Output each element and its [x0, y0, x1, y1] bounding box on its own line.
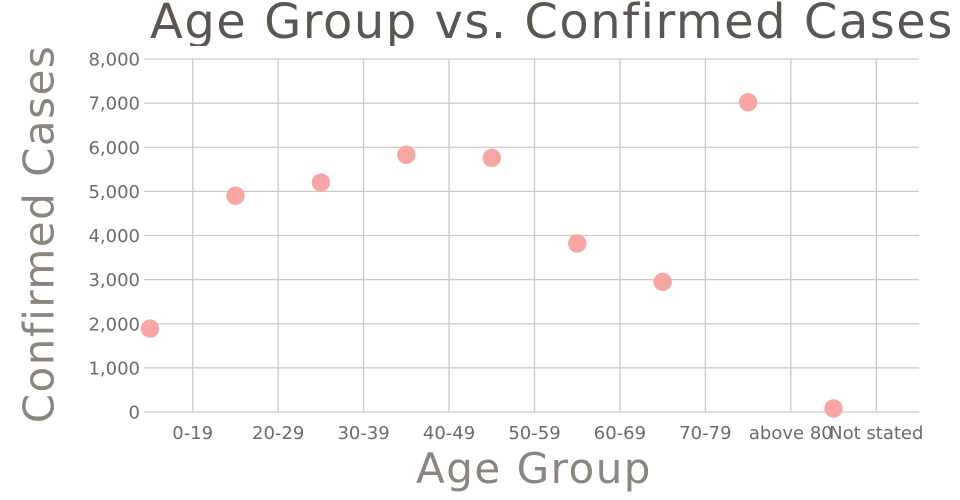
y-tick-label: 8,000: [88, 50, 140, 71]
data-point[interactable]: [738, 93, 758, 112]
data-point[interactable]: [824, 399, 843, 418]
y-tick-label: 3,000: [88, 270, 140, 291]
y-tick-label: 6,000: [88, 138, 140, 159]
x-tick-label: 30-39: [337, 423, 389, 444]
data-point[interactable]: [482, 148, 501, 168]
x-tick-label: above 80: [749, 423, 833, 444]
data-point[interactable]: [140, 319, 160, 338]
x-tick-label: 40-49: [423, 423, 475, 444]
y-tick-label: 1,000: [88, 358, 140, 379]
data-point[interactable]: [226, 186, 245, 205]
x-tick-label: 20-29: [252, 423, 304, 444]
y-tick-label: 5,000: [88, 182, 140, 203]
x-axis-title: Age Group: [416, 444, 652, 493]
y-tick-label: 7,000: [88, 94, 140, 115]
y-tick-label: 2,000: [88, 314, 140, 335]
data-point[interactable]: [653, 272, 672, 292]
data-point[interactable]: [568, 234, 587, 253]
y-tick-label: 4,000: [88, 226, 140, 247]
x-tick-label: 0-19: [172, 423, 213, 444]
x-tick-label: 70-79: [679, 423, 731, 444]
chart-title: Age Group vs. Confirmed Cases: [150, 0, 954, 46]
x-tick-label: 60-69: [594, 423, 646, 444]
x-tick-label: 50-59: [508, 423, 560, 444]
data-point[interactable]: [397, 145, 416, 164]
x-tick-label: Not stated: [829, 423, 923, 444]
data-point[interactable]: [311, 173, 331, 192]
y-tick-label: 0: [129, 403, 140, 424]
